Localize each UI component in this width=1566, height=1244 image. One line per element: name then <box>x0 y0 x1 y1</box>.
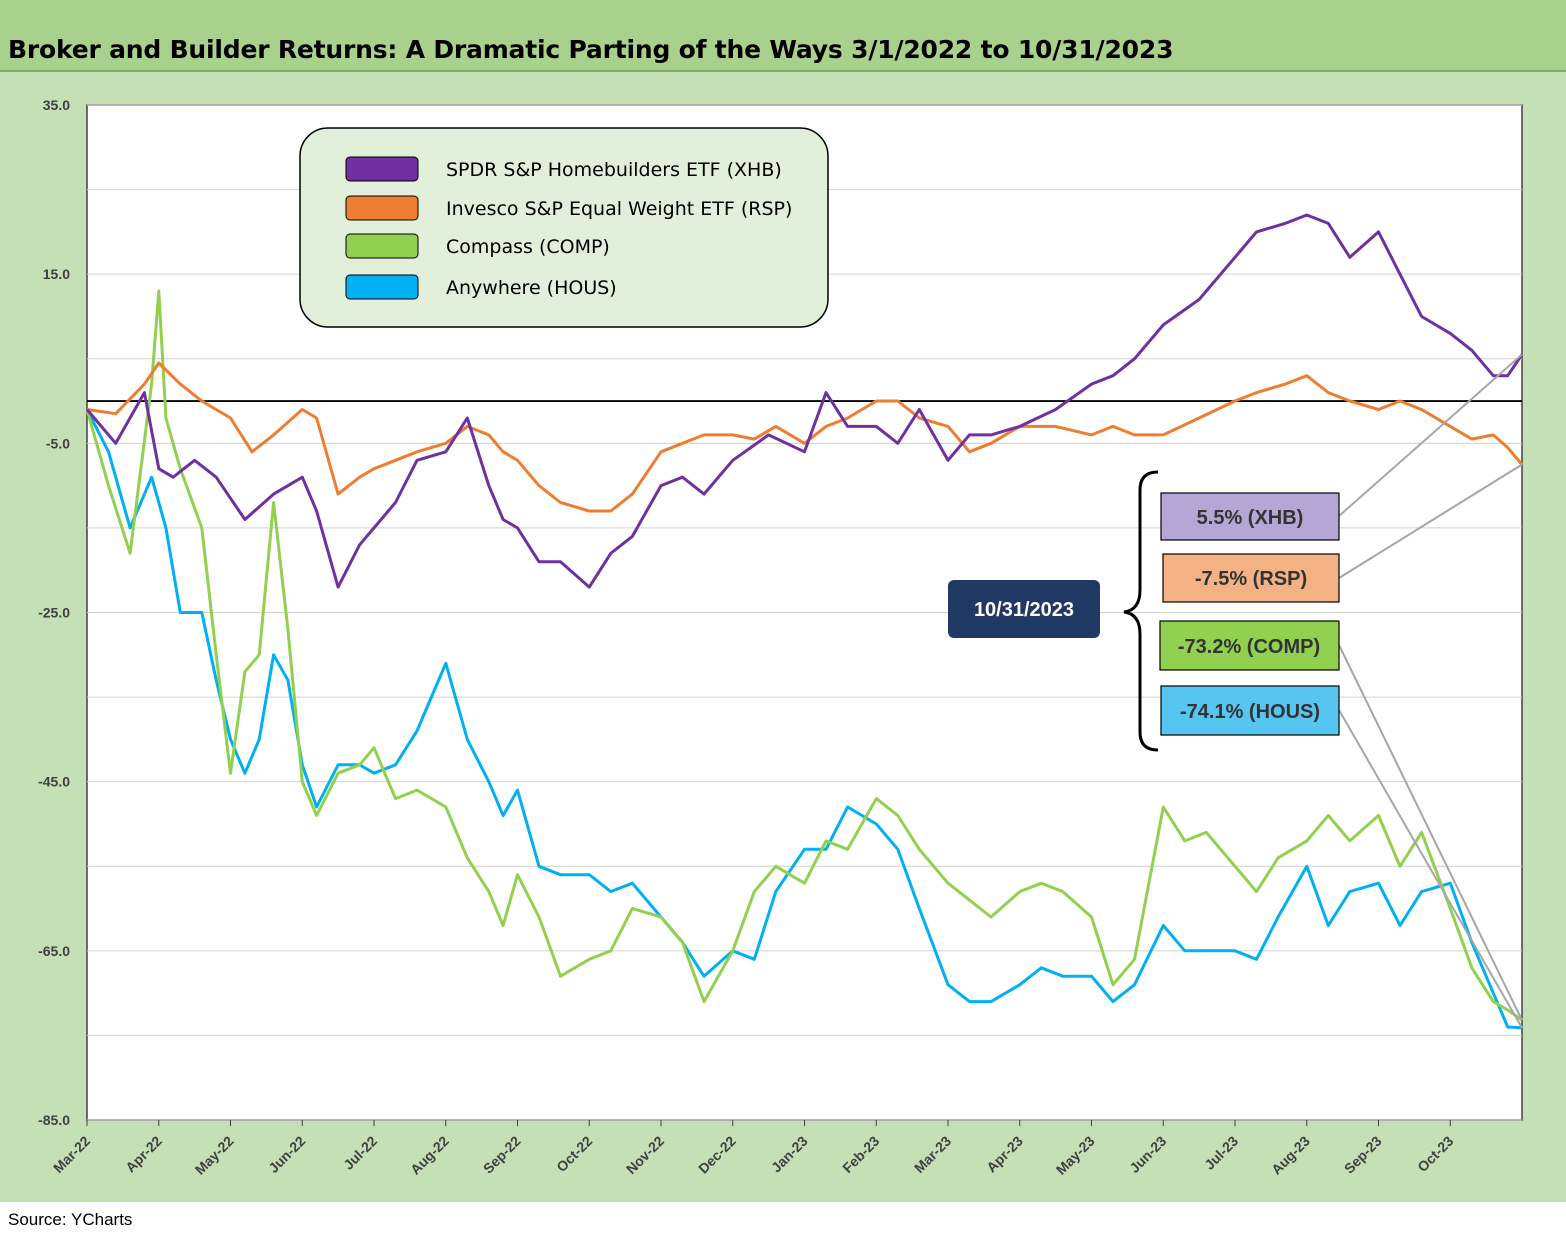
x-axis: Mar-22 Apr-22 May-22 Jun-22 Jul-22 Aug-22 Sep-… <box>50 1120 1457 1178</box>
legend-box <box>299 127 829 328</box>
date-box <box>948 580 1100 638</box>
end-box-comp <box>1159 620 1340 671</box>
y-tick-label: -65.0 <box>38 943 70 959</box>
x-tick-label: Mar-22 <box>50 1133 93 1176</box>
x-tick-label: May-23 <box>1053 1133 1098 1178</box>
legend-swatch-hous <box>345 274 419 300</box>
x-tick-label: Oct-23 <box>1414 1133 1456 1175</box>
end-label-comp: -73.2% (COMP) <box>1178 636 1320 658</box>
series-line-0 <box>85 213 1524 589</box>
source-note: Source: YCharts <box>8 1210 133 1229</box>
gridlines <box>87 104 1522 1121</box>
x-tick-label: Nov-22 <box>623 1133 667 1177</box>
y-tick-label: 35.0 <box>43 97 70 113</box>
callout-line <box>1338 463 1523 579</box>
x-tick-label: Sep-22 <box>480 1133 524 1177</box>
x-tick-label: May-22 <box>192 1133 237 1178</box>
x-tick-label: Oct-22 <box>553 1133 595 1175</box>
x-tick-label: Jun-23 <box>1126 1133 1169 1176</box>
end-box-hous <box>1160 685 1340 736</box>
series-layer <box>85 213 1524 1030</box>
y-tick-label: -45.0 <box>38 774 70 790</box>
legend-swatch-xhb <box>345 156 419 182</box>
legend-label-hous: Anywhere (HOUS) <box>446 277 617 299</box>
x-tick-label: Jun-22 <box>265 1133 308 1176</box>
x-tick-label: Feb-23 <box>839 1133 882 1176</box>
legend-label-rsp: Invesco S&P Equal Weight ETF (RSP) <box>446 198 792 220</box>
chart-title: Broker and Builder Returns: A Dramatic P… <box>8 35 1174 64</box>
date-label: 10/31/2023 <box>974 599 1074 621</box>
end-box-xhb <box>1160 492 1340 541</box>
x-tick-label: Apr-23 <box>983 1133 1026 1176</box>
end-value-annotations: 10/31/2023 5.5% (XHB) -7.5% (RSP) -73.2%… <box>948 353 1523 1029</box>
callout-line <box>1338 353 1523 517</box>
legend-label-xhb: SPDR S&P Homebuilders ETF (XHB) <box>446 159 782 181</box>
x-tick-label: Sep-23 <box>1341 1133 1385 1177</box>
x-tick-label: Jul-22 <box>340 1133 380 1173</box>
x-tick-label: Mar-23 <box>911 1133 954 1176</box>
callout-line <box>1338 644 1523 1021</box>
y-tick-label: -25.0 <box>38 605 70 621</box>
x-tick-label: Dec-22 <box>695 1133 739 1177</box>
x-tick-label: Jul-23 <box>1201 1133 1241 1173</box>
legend-swatch-comp <box>345 233 419 259</box>
bracket <box>1123 470 1159 752</box>
x-tick-label: Aug-22 <box>407 1133 452 1178</box>
callout-line <box>1338 709 1523 1029</box>
end-label-xhb: 5.5% (XHB) <box>1197 507 1304 529</box>
y-tick-label: -85.0 <box>38 1112 70 1128</box>
title-bar: Broker and Builder Returns: A Dramatic P… <box>0 0 1566 72</box>
y-axis: 35.0 15.0 -5.0 -25.0 -45.0 -65.0 -85.0 <box>38 97 70 1128</box>
legend-swatch-rsp <box>345 195 419 221</box>
series-line-2 <box>85 289 1523 1022</box>
callout-lines <box>1338 353 1523 1029</box>
x-tick-label: Apr-22 <box>122 1133 165 1176</box>
end-label-rsp: -7.5% (RSP) <box>1195 568 1307 590</box>
y-tick-label: -5.0 <box>46 435 70 451</box>
end-box-rsp <box>1162 553 1340 603</box>
end-label-hous: -74.1% (HOUS) <box>1180 701 1320 723</box>
legend-label-comp: Compass (COMP) <box>446 236 610 258</box>
series-line-1 <box>86 361 1524 513</box>
x-tick-label: Aug-23 <box>1268 1133 1313 1178</box>
y-tick-label: 15.0 <box>43 266 70 282</box>
x-tick-label: Jan-23 <box>768 1133 811 1176</box>
legend: SPDR S&P Homebuilders ETF (XHB) Invesco … <box>299 127 829 328</box>
